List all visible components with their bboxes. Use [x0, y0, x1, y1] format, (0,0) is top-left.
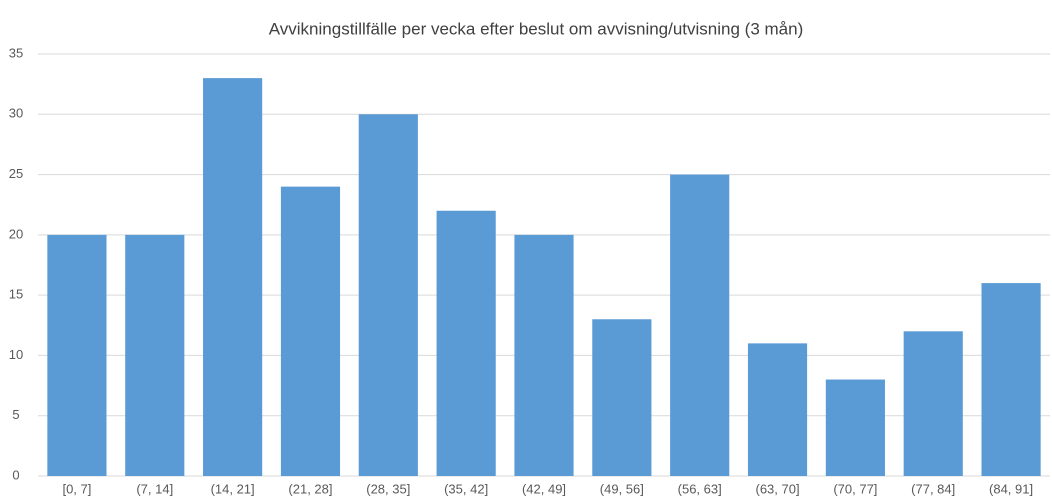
x-tick-label: (35, 42] — [444, 481, 488, 496]
bar — [436, 210, 496, 476]
bar — [47, 234, 107, 476]
x-tick-label: (77, 84] — [911, 481, 955, 496]
x-tick-label: (14, 21] — [211, 481, 255, 496]
x-tick-label: (42, 49] — [522, 481, 566, 496]
bar — [747, 343, 808, 476]
x-tick-label: (56, 63] — [678, 481, 722, 496]
y-tick-label: 5 — [12, 407, 19, 422]
chart-title: Avvikningstillfälle per vecka efter besl… — [269, 19, 804, 38]
bar — [358, 114, 418, 477]
bar — [514, 234, 574, 476]
x-tick-label: [0, 7] — [62, 481, 91, 496]
bar — [125, 234, 185, 476]
y-tick-label: 20 — [9, 226, 23, 241]
x-tick-label: (28, 35] — [366, 481, 410, 496]
x-tick-label: (7, 14] — [136, 481, 173, 496]
bar — [280, 186, 341, 476]
x-tick-label: (49, 56] — [600, 481, 644, 496]
y-tick-label: 30 — [9, 106, 23, 121]
x-tick-label: (63, 70] — [755, 481, 799, 496]
bar — [981, 283, 1041, 476]
y-tick-label: 0 — [12, 467, 19, 482]
x-tick-label: (70, 77] — [833, 481, 877, 496]
x-tick-label: (21, 28] — [288, 481, 332, 496]
y-tick-label: 35 — [9, 45, 23, 60]
y-tick-label: 25 — [9, 166, 23, 181]
bar — [592, 319, 652, 476]
bar — [203, 78, 263, 476]
bar — [903, 331, 963, 476]
y-tick-label: 10 — [9, 347, 23, 362]
bar — [670, 174, 730, 477]
x-tick-label: (84, 91] — [989, 481, 1033, 496]
bar — [825, 379, 885, 476]
y-tick-label: 15 — [9, 287, 23, 302]
